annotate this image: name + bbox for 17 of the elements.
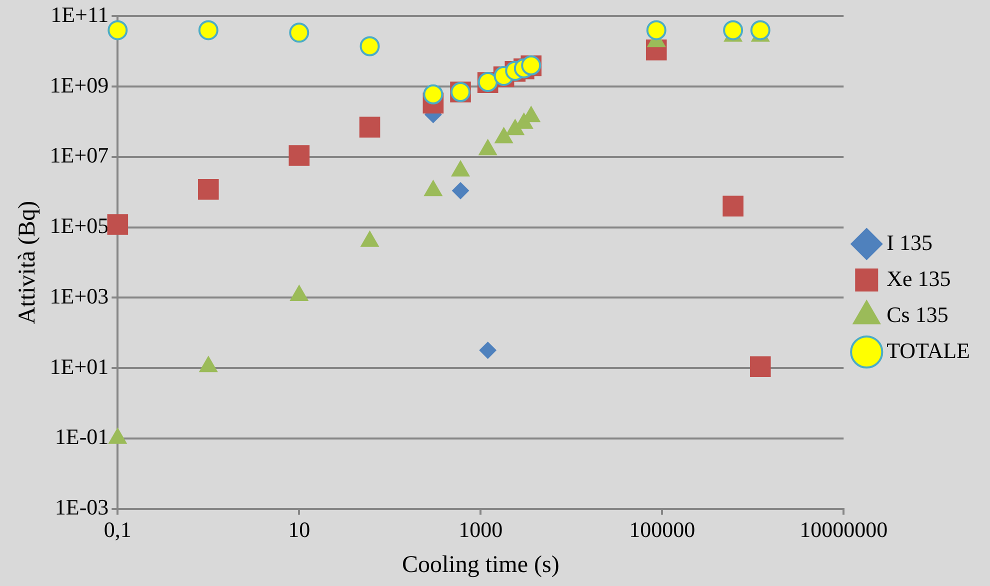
legend-label: TOTALE xyxy=(886,338,970,363)
x-tick-label: 10 xyxy=(288,516,310,542)
y-tick-label: 1E+09 xyxy=(50,72,109,98)
x-axis-title: Cooling time (s) xyxy=(402,552,560,578)
y-tick-label: 1E+07 xyxy=(50,142,109,168)
y-tick-label: 1E+11 xyxy=(50,2,109,27)
legend-label: Cs 135 xyxy=(886,302,948,327)
x-tick-label: 1000 xyxy=(458,516,503,542)
x-tick-label: 10000000 xyxy=(800,516,888,542)
x-tick-label: 100000 xyxy=(629,516,696,542)
y-tick-label: 1E+05 xyxy=(50,213,109,238)
legend-label: Xe 135 xyxy=(886,266,951,291)
y-tick-label: 1E+03 xyxy=(50,283,109,308)
y-tick-label: 1E-01 xyxy=(54,424,109,450)
y-axis-title: Attività (Bq) xyxy=(14,200,41,324)
y-tick-label: 1E+01 xyxy=(50,354,109,379)
legend-label: I 135 xyxy=(886,230,932,255)
